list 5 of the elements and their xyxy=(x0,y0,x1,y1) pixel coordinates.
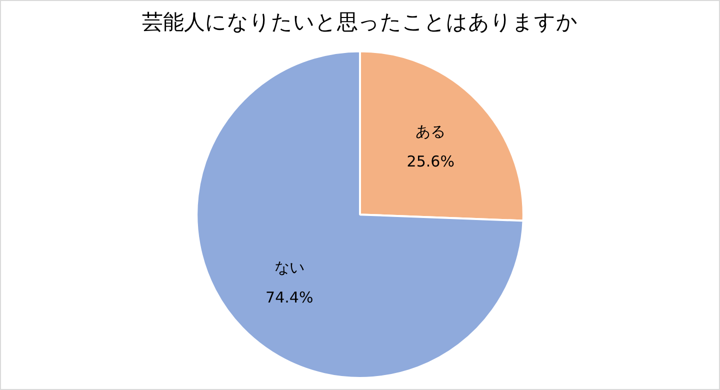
slice-label: ある xyxy=(416,122,446,140)
slice-label: ない xyxy=(274,258,304,276)
data-label: 25.6% xyxy=(406,152,454,170)
data-label: 74.4% xyxy=(266,288,314,306)
chart-title: 芸能人になりたいと思ったことはありますか xyxy=(142,10,578,34)
